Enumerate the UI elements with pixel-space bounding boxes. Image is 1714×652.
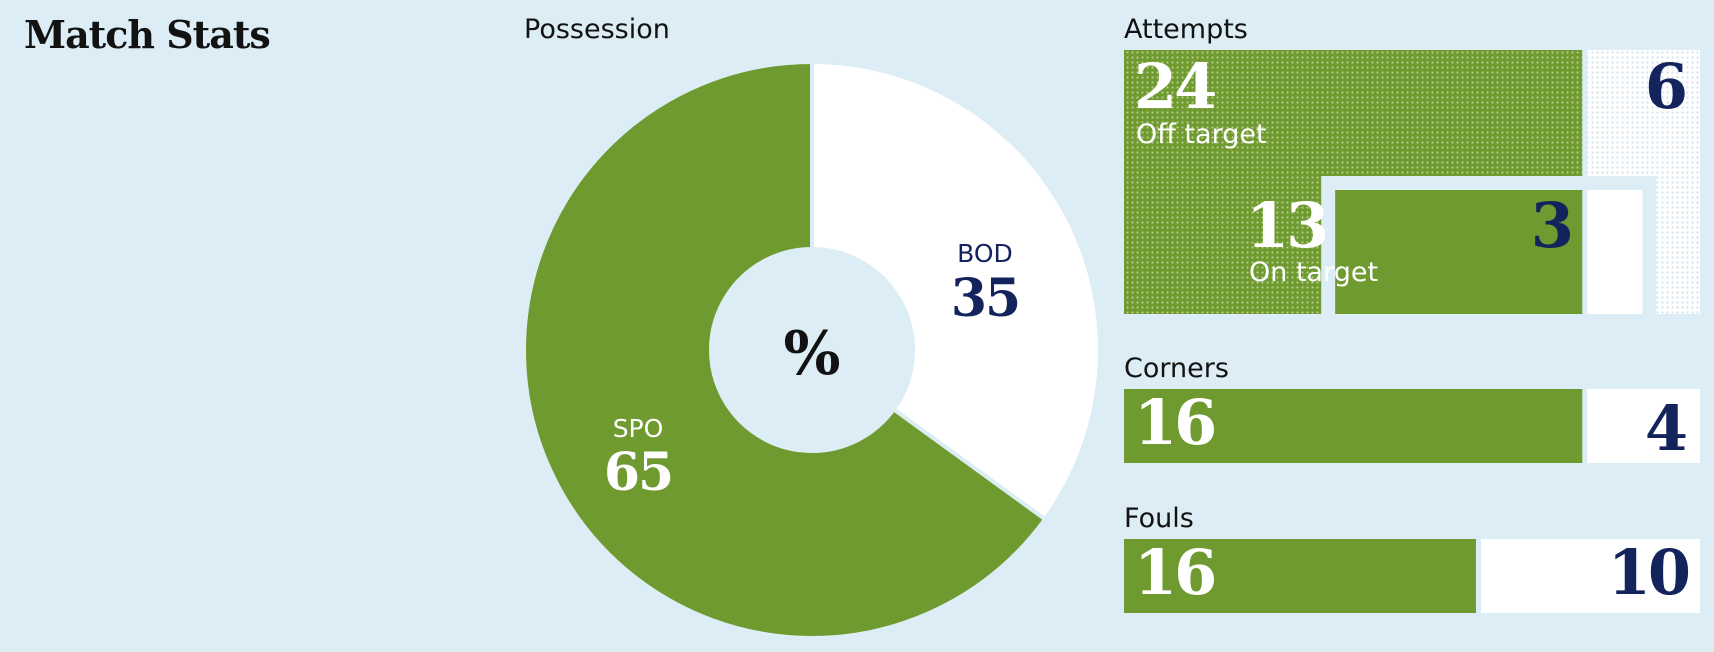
possession-title: Possession — [524, 14, 670, 45]
attempts-away-on-target-bar — [1587, 190, 1643, 314]
corners-title: Corners — [1124, 353, 1229, 384]
pie-slice-spo — [522, 59, 1048, 640]
possession-center-label: % — [783, 319, 840, 389]
attempts-home-on-target-value: 13 — [1246, 189, 1326, 262]
pie-label-bod-name: BOD — [957, 239, 1013, 268]
fouls-home-value: 16 — [1134, 536, 1214, 609]
attempts-away-on-target-value: 3 — [1531, 189, 1574, 262]
attempts-home-total-value: 24 — [1134, 50, 1215, 123]
possession-donut: % BOD 35 SPO 65 — [522, 59, 1102, 640]
fouls-away-bar — [1480, 539, 1700, 613]
pie-label-spo-value: 65 — [604, 442, 672, 503]
corners-away-value: 4 — [1645, 392, 1688, 465]
corners-home-value: 16 — [1134, 386, 1214, 459]
fouls-home-bar — [1124, 539, 1476, 613]
page-title: Match Stats — [24, 12, 271, 57]
attempts-on-target-label: On target — [1249, 257, 1378, 288]
attempts-title: Attempts — [1124, 14, 1248, 45]
corners-away-bar — [1587, 389, 1700, 463]
pie-slice-bod — [810, 59, 1102, 523]
attempts-away-total-value: 6 — [1645, 50, 1688, 123]
pie-label-bod-value: 35 — [951, 268, 1019, 329]
attempts-chart: 24 Off target 6 13 On target 3 — [1124, 50, 1700, 314]
attempts-home-on-target-bar — [1335, 190, 1583, 314]
corners-chart: 16 4 — [1124, 386, 1700, 465]
fouls-title: Fouls — [1124, 503, 1194, 534]
pie-label-spo-name: SPO — [613, 414, 664, 443]
fouls-chart: 16 10 — [1124, 536, 1700, 613]
corners-home-bar — [1124, 389, 1583, 463]
attempts-off-target-label: Off target — [1136, 119, 1267, 150]
fouls-away-value: 10 — [1608, 536, 1689, 609]
